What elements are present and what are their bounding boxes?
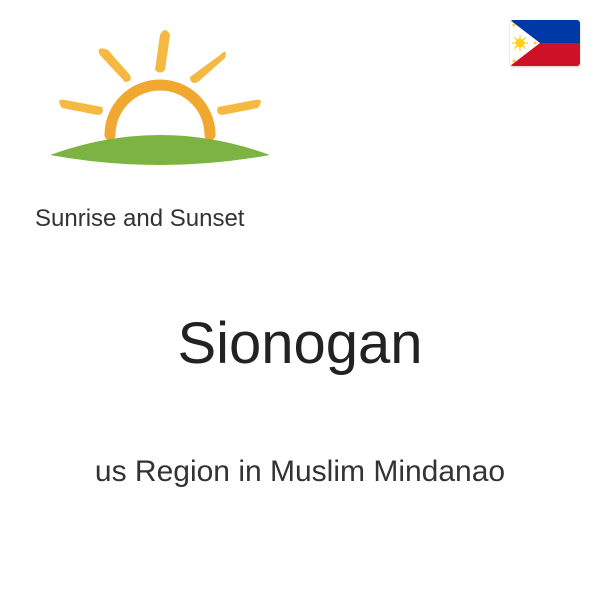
sun-rays (59, 30, 261, 115)
sunrise-logo-svg (30, 20, 290, 200)
location-title: Sionogan (0, 310, 600, 377)
sun-arc (110, 85, 210, 135)
ground-curve (50, 135, 270, 165)
flag-svg (510, 20, 580, 66)
sunrise-logo (30, 20, 290, 200)
tagline-text: Sunrise and Sunset (35, 205, 244, 233)
philippines-flag (510, 20, 580, 66)
location-subtitle: us Region in Muslim Mindanao (0, 455, 600, 489)
